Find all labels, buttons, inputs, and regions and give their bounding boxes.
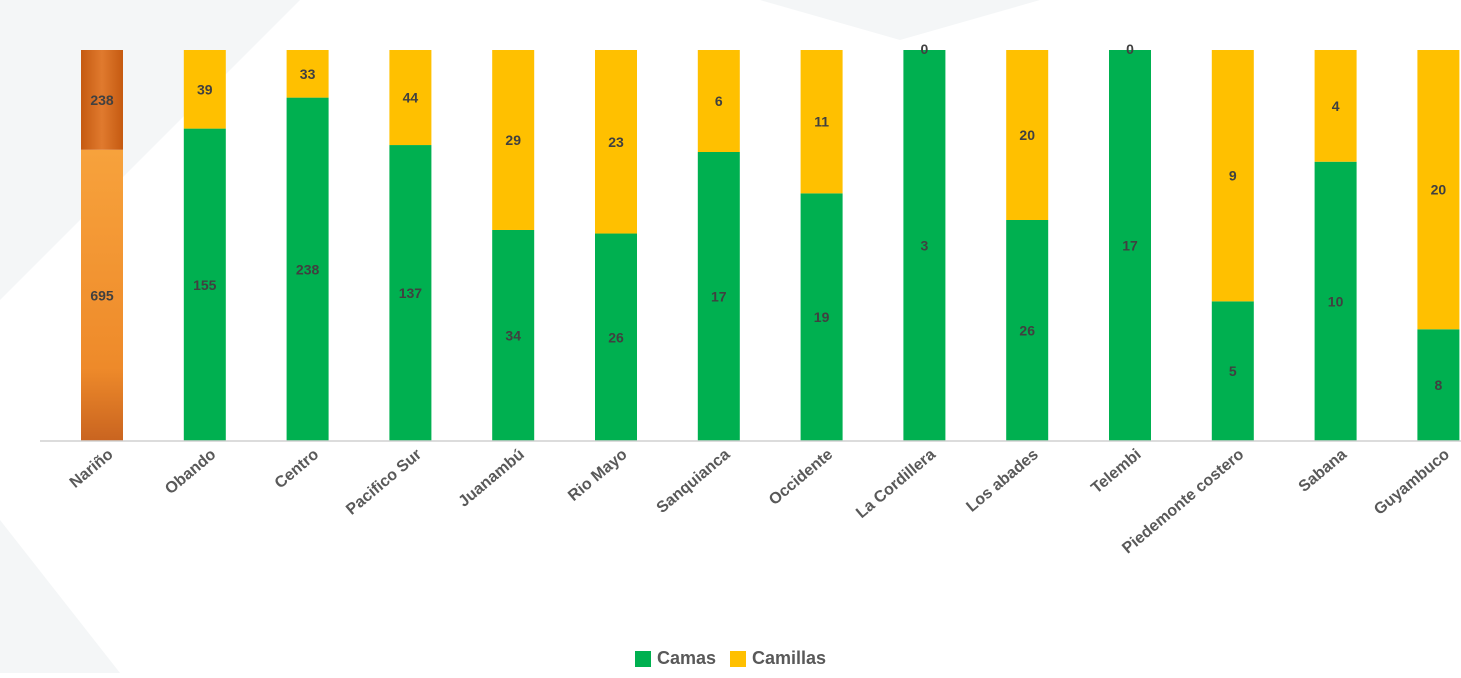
data-label-camas-guyambuco: 8 [1435,377,1443,393]
x-tick-label-sanquianca: Sanquianca [654,446,734,517]
legend-item-camillas: Camillas [730,648,826,669]
bar-camas-narino [81,149,123,442]
bar-camillas-occidente [800,50,843,194]
x-tick-label-sabana: Sabana [1296,446,1351,496]
data-label-camillas-rio-mayo: 23 [608,134,624,150]
data-label-camas-narino: 695 [90,287,114,303]
x-tick-label-juanambu: Juanambú [456,446,528,510]
data-label-camas-sanquianca: 17 [711,289,727,305]
x-tick-label-centro: Centro [272,446,323,492]
data-label-camillas-narino: 238 [90,92,114,108]
x-tick-label-pacifico-sur: Pacifico Sur [343,446,425,518]
x-tick-label-la-cordillera: La Cordillera [853,446,939,522]
bar-camas-los-abades [1006,220,1049,441]
bar-camillas-pacifico-sur [389,50,432,146]
bar-camillas-rio-mayo [595,50,637,234]
bar-camillas-sabana [1314,50,1357,162]
chart-legend: Camas Camillas [0,648,1461,669]
bar-camillas-los-abades [1006,50,1049,220]
x-tick-label-occidente: Occidente [766,446,836,509]
data-label-camas-centro: 238 [296,261,320,277]
bar-camas-occidente [800,193,843,441]
bar-camillas-guyambuco [1417,50,1460,330]
x-tick-label-obando: Obando [162,446,219,498]
bar-camillas-obando [183,50,226,129]
legend-swatch-camillas [730,650,746,667]
bar-camas-telembi [1109,50,1151,441]
data-label-camillas-telembi: 0 [1126,41,1134,57]
bar-camillas-centro [286,50,329,98]
x-tick-label-narino: Nariño [67,446,117,492]
legend-item-camas: Camas [634,648,716,669]
bar-camas-juanambu [492,229,535,441]
data-label-camas-pacifico-sur: 137 [399,285,423,301]
bar-camas-guyambuco [1417,329,1460,441]
data-label-camillas-centro: 33 [300,66,316,82]
data-label-camillas-sanquianca: 6 [715,93,723,109]
bar-camas-la-cordillera [903,50,946,441]
bar-camas-piedemonte-costero [1211,301,1254,441]
data-label-camas-los-abades: 26 [1019,323,1035,339]
x-tick-label-telembi: Telembi [1088,446,1144,497]
data-label-camillas-occidente: 11 [814,114,829,130]
bar-camillas-juanambu [492,50,535,230]
data-label-camillas-piedemonte-costero: 9 [1229,168,1237,184]
legend-swatch-camas [634,650,651,667]
x-tick-label-guyambuco: Guyambuco [1371,446,1453,519]
bar-camas-sabana [1314,161,1357,441]
bar-camillas-narino [81,50,123,150]
data-label-camillas-obando: 39 [197,81,213,97]
data-label-camas-juanambu: 34 [505,327,521,343]
bar-camas-pacifico-sur [389,145,432,441]
data-label-camillas-pacifico-sur: 44 [403,90,419,106]
bar-camas-obando [183,128,226,441]
bar-camas-centro [286,97,329,441]
legend-label-camas: Camas [656,648,716,668]
x-tick-label-rio-mayo: Rio Mayo [565,446,631,505]
data-label-camas-la-cordillera: 3 [921,238,929,254]
data-label-camas-telembi: 17 [1122,238,1138,254]
x-tick-label-los-abades: Los abades [963,446,1041,516]
bar-camillas-sanquianca [697,50,740,152]
data-label-camas-occidente: 19 [814,309,830,325]
data-label-camas-sabana: 10 [1328,293,1344,309]
data-label-camillas-guyambuco: 20 [1431,182,1447,198]
data-label-camas-piedemonte-costero: 5 [1229,363,1237,379]
data-label-camillas-los-abades: 20 [1019,127,1035,143]
data-label-camas-obando: 155 [193,277,217,293]
data-label-camas-rio-mayo: 26 [608,329,624,345]
data-label-camillas-la-cordillera: 0 [921,41,929,57]
bar-camas-rio-mayo [595,233,637,441]
data-label-camillas-juanambu: 29 [505,132,521,148]
bar-camillas-piedemonte-costero [1211,50,1254,302]
legend-label-camillas: Camillas [752,648,827,668]
bar-camas-sanquianca [697,152,740,441]
data-label-camillas-sabana: 4 [1332,98,1340,114]
